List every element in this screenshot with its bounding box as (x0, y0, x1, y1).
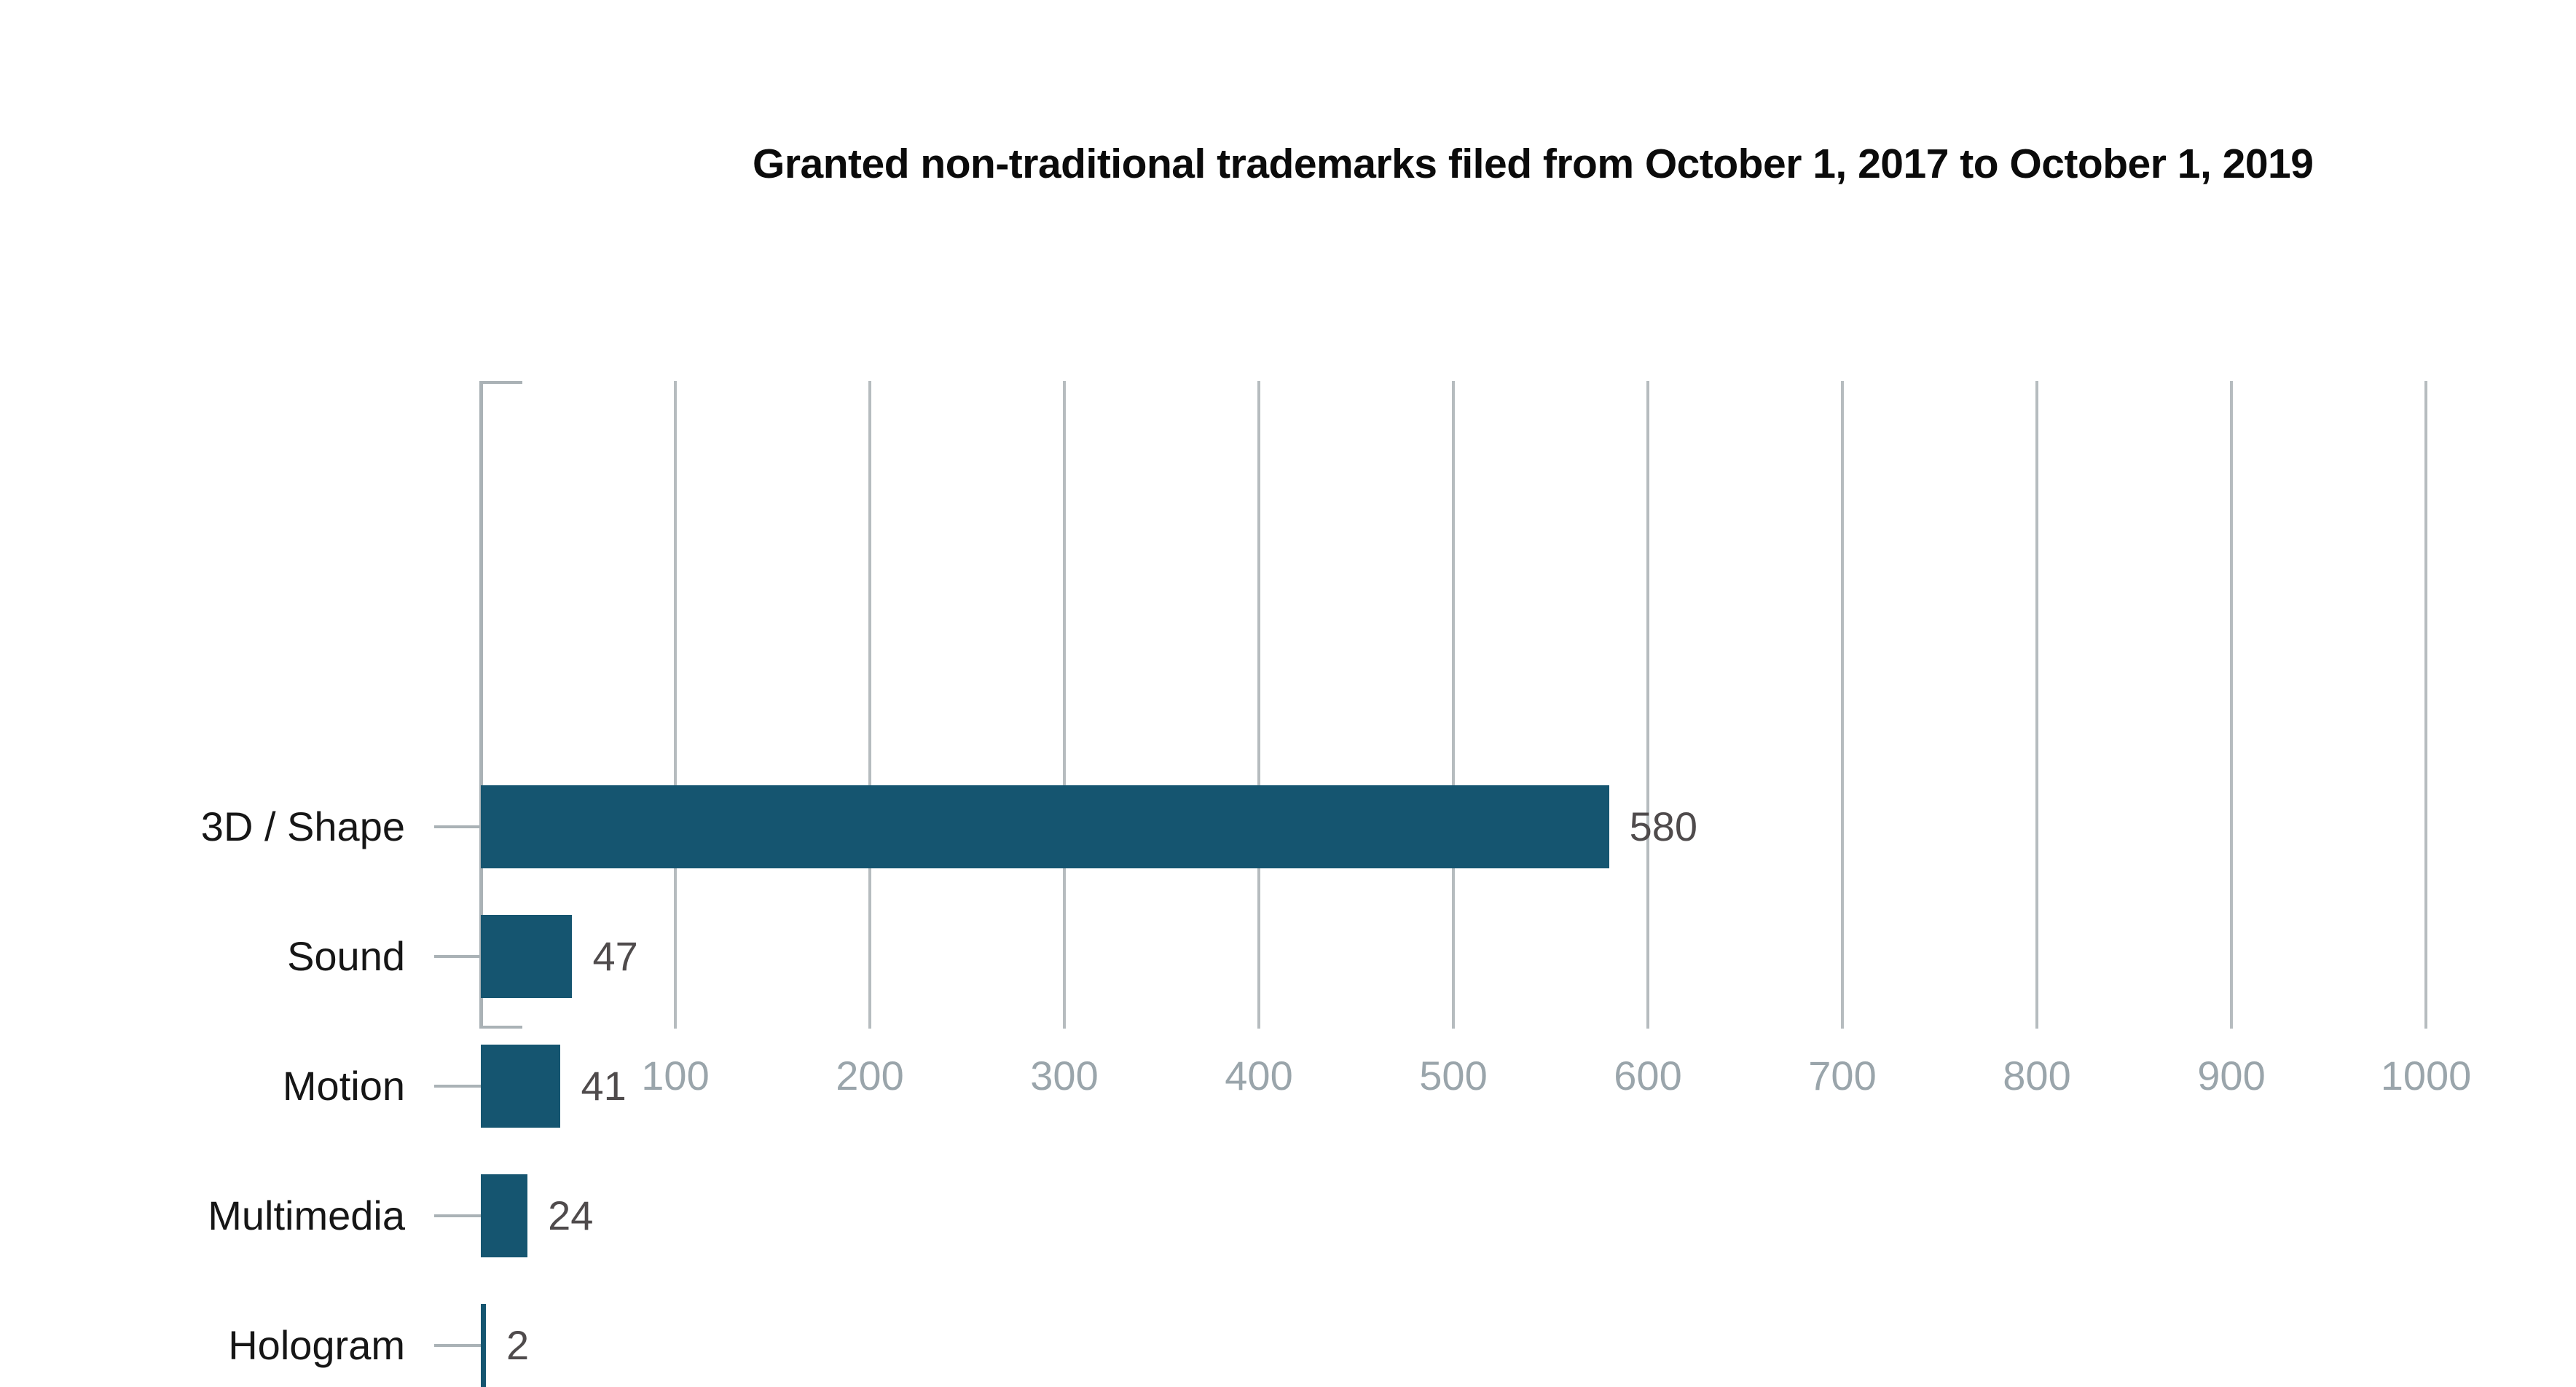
x-tick-label-800: 800 (2003, 1053, 2071, 1099)
x-tick-label-900: 900 (2197, 1053, 2266, 1099)
bar-multimedia (481, 1174, 528, 1257)
value-label-hologram: 2 (506, 1322, 530, 1368)
x-tick-label-700: 700 (1808, 1053, 1877, 1099)
category-axis-labels: 3D / Shape Sound Motion Multimedia Holog… (0, 381, 405, 1368)
category-tick-multimedia (434, 1214, 482, 1217)
gridline-1000 (2424, 381, 2427, 1029)
x-tick-label-500: 500 (1419, 1053, 1488, 1099)
category-tick-motion (434, 1085, 482, 1088)
x-tick-label-1000: 1000 (2380, 1053, 2472, 1099)
category-label-sound: Sound (287, 933, 405, 979)
plot-area: 580 47 41 24 2 (434, 381, 2427, 1387)
x-tick-label-200: 200 (836, 1053, 904, 1099)
value-label-sound: 47 (592, 933, 638, 979)
value-label-3d-shape: 580 (1629, 803, 1698, 849)
chart-title: Granted non-traditional trademarks filed… (753, 141, 2314, 187)
axis-stub-bottom (481, 1026, 522, 1029)
gridline-700 (1841, 381, 1844, 1029)
gridline-300 (1063, 381, 1066, 1029)
bar-motion (481, 1045, 561, 1128)
category-tick-sound (434, 955, 482, 958)
gridline-100 (674, 381, 677, 1029)
category-label-3d-shape: 3D / Shape (200, 803, 405, 849)
gridline-500 (1452, 381, 1455, 1029)
category-tick-hologram (434, 1344, 482, 1347)
category-label-multimedia: Multimedia (208, 1192, 405, 1238)
category-tick-3d-shape (434, 825, 482, 828)
category-label-hologram: Hologram (228, 1322, 405, 1368)
bar-hologram (481, 1304, 486, 1387)
gridline-800 (2035, 381, 2038, 1029)
bar-chart: Granted non-traditional trademarks filed… (0, 141, 2576, 1387)
axis-stub-top (481, 381, 522, 384)
x-tick-label-600: 600 (1614, 1053, 1682, 1099)
gridline-900 (2230, 381, 2233, 1029)
x-tick-label-100: 100 (641, 1053, 710, 1099)
y-axis-line (479, 381, 483, 1029)
gridline-200 (868, 381, 871, 1029)
gridline-400 (1257, 381, 1260, 1029)
bar-3d-shape (481, 785, 1609, 868)
bar-sound (481, 915, 573, 998)
x-tick-label-300: 300 (1030, 1053, 1099, 1099)
value-label-multimedia: 24 (548, 1192, 594, 1238)
value-label-motion: 41 (581, 1063, 627, 1109)
x-axis-tick-labels: 100 200 300 400 500 600 700 800 900 1000 (0, 1052, 2576, 1110)
x-tick-label-400: 400 (1225, 1053, 1293, 1099)
category-label-motion: Motion (282, 1063, 405, 1109)
gridline-600 (1646, 381, 1649, 1029)
